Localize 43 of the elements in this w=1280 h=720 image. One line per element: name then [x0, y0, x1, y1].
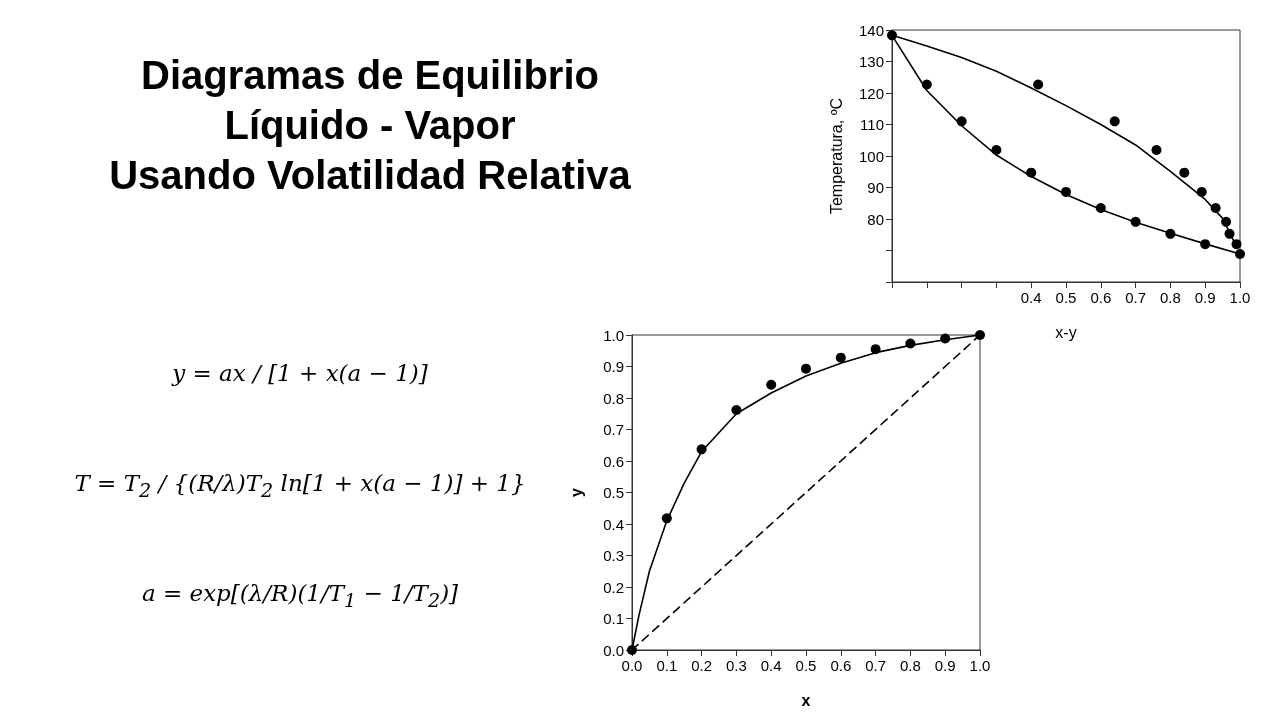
- x-tick-label: 0.4: [760, 657, 782, 674]
- y-tick-label: 0.4: [603, 515, 624, 533]
- x-tick-label: 0.9: [934, 657, 956, 674]
- x-tick-label: 0.7: [1125, 289, 1147, 306]
- y-tick-label: 120: [858, 84, 884, 102]
- text: T = T$_{2}$ / {(R/λ)T$_{2}$ ln[1 + x(a − 1)] + 1}: [73, 470, 527, 502]
- x-axis-title: x-y: [1055, 323, 1077, 341]
- x-tick-label: 0.4: [1020, 289, 1042, 306]
- y-tick-label: 80: [867, 210, 884, 228]
- x-tick-label: 0.8: [1159, 289, 1181, 306]
- y-tick-label: 140: [858, 21, 884, 39]
- y-tick-label: 0.7: [603, 421, 624, 438]
- y-tick-label: 0.0: [603, 641, 624, 659]
- x-tick-label: 0.6: [1090, 289, 1112, 306]
- x-tick-label: 0.9: [1194, 289, 1216, 306]
- y-tick-label: 1.0: [603, 326, 624, 344]
- text: y = ax / [1 + x(a − 1)]: [170, 360, 429, 386]
- x-tick-label: 0.0: [621, 657, 643, 674]
- y-tick-label: 0.8: [603, 389, 624, 407]
- y-tick-label: 100: [858, 147, 884, 165]
- y-tick-label: 0.1: [603, 610, 624, 627]
- x-tick-label: 0.5: [795, 657, 817, 674]
- y-axis-title: Temperatura, ºC: [827, 97, 845, 215]
- y-tick-label: 0.9: [603, 358, 624, 375]
- y-axis-title: y: [567, 487, 585, 497]
- y-tick-label: 90: [867, 179, 884, 196]
- x-tick-label: 1.0: [969, 657, 991, 674]
- y-tick-label: 130: [858, 53, 884, 70]
- y-tick-label: 0.5: [603, 484, 624, 501]
- y-tick-label: 0.6: [603, 452, 624, 470]
- y-tick-label: 110: [860, 116, 884, 133]
- x-tick-label: 0.1: [656, 657, 678, 674]
- x-tick-label: 1.0: [1229, 289, 1251, 306]
- x-axis-title: x: [801, 691, 811, 709]
- x-tick-label: 0.3: [725, 657, 747, 674]
- x-tick-label: 0.8: [899, 657, 921, 674]
- text: a = exp[(λ/R)(1/T$_{1}$ − 1/T$_{2}$)]: [140, 580, 460, 612]
- x-tick-label: 0.6: [830, 657, 852, 674]
- text: Diagramas de Equilibrio Líquido - Vapor Usando Volatilidad Relativa: [108, 52, 632, 199]
- y-tick-label: 0.2: [603, 578, 624, 596]
- x-tick-label: 0.2: [691, 657, 713, 674]
- y-tick-label: 0.3: [603, 547, 624, 564]
- x-tick-label: 0.5: [1055, 289, 1077, 306]
